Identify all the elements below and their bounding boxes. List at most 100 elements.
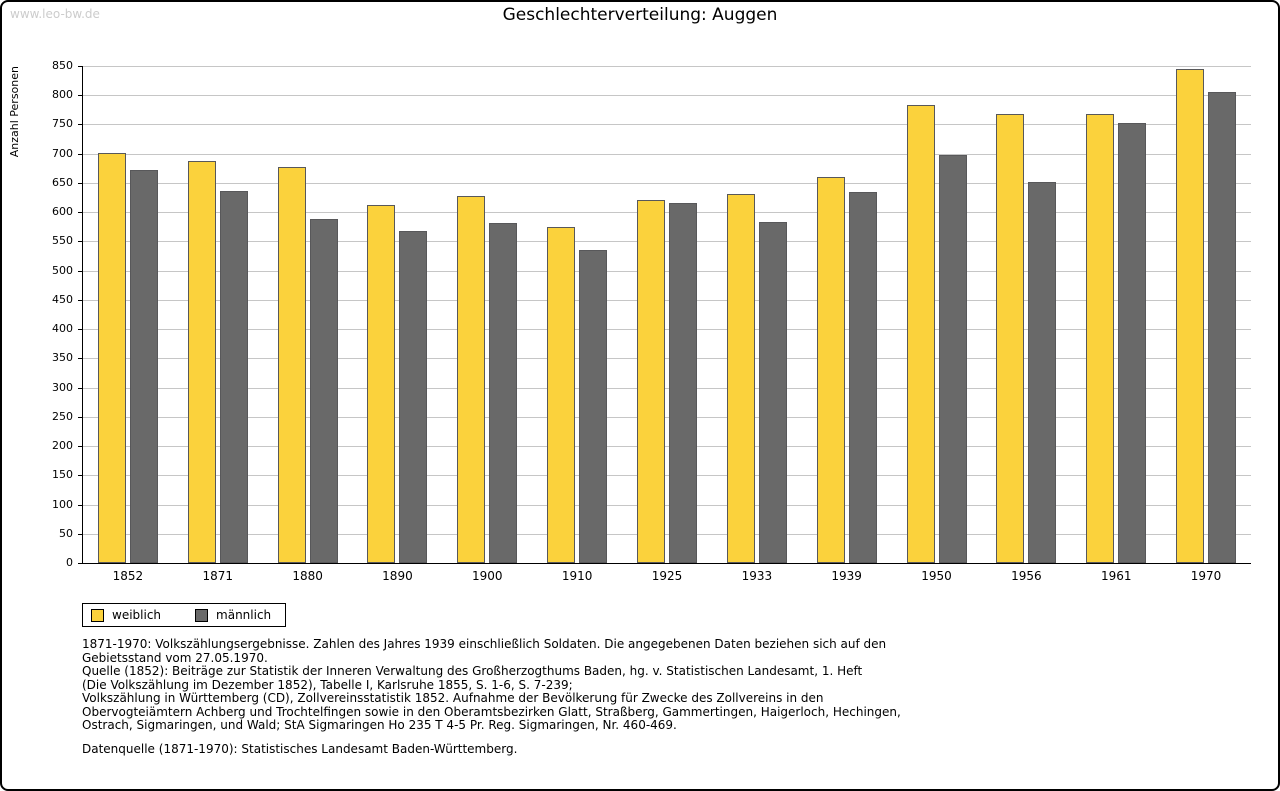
maennlich-bar-1900 [489,223,518,563]
source-notes: 1871-1970: Volkszählungsergebnisse. Zahl… [82,637,901,732]
x-tick-label-1852: 1852 [112,569,144,583]
gridline-350 [83,358,1251,360]
y-tick-mark-100 [78,504,83,506]
y-tick-mark-0 [78,563,83,564]
legend: weiblich männlich [82,603,287,627]
legend-item-weiblich: weiblich [91,608,161,622]
gridline-800 [83,95,1251,97]
weiblich-bar-1956 [996,113,1025,563]
y-tick-label-750: 750 [52,117,73,131]
weiblich-bar-1950 [906,105,935,563]
gridline-250 [83,416,1251,418]
gridline-50 [83,533,1251,535]
y-tick-mark-500 [78,270,83,272]
weiblich-bar-1925 [637,200,665,563]
y-tick-label-450: 450 [52,292,73,306]
y-tick-mark-250 [78,416,83,418]
y-tick-label-400: 400 [52,322,73,336]
gridline-850 [83,66,1251,67]
y-tick-label-350: 350 [52,351,73,365]
x-tick-label-1890: 1890 [382,569,413,583]
legend-label-maennlich: männlich [216,608,272,622]
y-tick-label-250: 250 [52,409,73,423]
legend-label-weiblich: weiblich [112,608,162,622]
y-tick-mark-300 [78,387,83,389]
gridline-500 [83,270,1251,272]
y-axis-label: Anzahl Personen [8,66,21,158]
x-tick-label-1956: 1956 [1011,569,1042,583]
x-tick-label-1970: 1970 [1190,569,1222,583]
weiblich-bar-1933 [726,194,755,563]
gridline-300 [83,387,1251,389]
gridline-550 [83,241,1251,243]
gridline-450 [83,299,1251,301]
y-tick-label-550: 550 [52,234,73,248]
x-tick-label-1900: 1900 [472,569,503,583]
x-tick-label-1933: 1933 [741,569,773,583]
y-tick-label-700: 700 [52,146,73,160]
y-tick-label-50: 50 [59,526,73,540]
gridline-600 [83,212,1251,214]
y-tick-label-100: 100 [52,497,73,511]
weiblich-bar-1910 [547,226,576,563]
x-tick-label-1880: 1880 [292,569,323,583]
gridline-750 [83,124,1251,126]
weiblich-bar-1970 [1176,68,1205,563]
y-tick-label-800: 800 [52,88,73,102]
maennlich-bar-1961 [1118,123,1147,563]
y-tick-label-0: 0 [66,556,73,569]
gridline-400 [83,329,1251,331]
gridline-700 [83,153,1251,155]
chart-title: Geschlechterverteilung: Auggen [502,5,778,25]
y-tick-label-600: 600 [52,205,73,219]
weiblich-bar-1961 [1086,113,1115,563]
y-tick-mark-850 [78,66,83,67]
maennlich-bar-1950 [938,155,967,563]
y-tick-mark-450 [78,299,83,301]
gridline-200 [83,446,1251,448]
maennlich-bar-1880 [309,218,338,563]
y-tick-mark-50 [78,533,83,535]
y-tick-mark-200 [78,446,83,448]
weiblich-bar-1871 [187,160,216,563]
data-source-note: Datenquelle (1871-1970): Statistisches L… [82,742,518,756]
y-tick-label-650: 650 [52,175,73,189]
weiblich-bar-1900 [457,195,486,563]
y-tick-mark-350 [78,358,83,360]
y-tick-mark-700 [78,153,83,155]
y-tick-mark-550 [78,241,83,243]
x-tick-label-1950: 1950 [921,569,952,583]
weiblich-bar-1852 [97,153,126,563]
plot-area: 0 50 100 150 200 250 300 350 400 450 500 550 600 650 7… [52,60,1251,583]
weiblich-bar-1880 [277,167,306,563]
gridline-150 [83,475,1251,477]
maennlich-bar-1970 [1208,92,1237,563]
y-tick-label-300: 300 [52,380,73,394]
maennlich-bar-1933 [758,221,787,563]
x-tick-label-1925: 1925 [651,569,683,583]
y-tick-label-150: 150 [52,468,73,482]
maennlich-bar-1939 [848,191,877,563]
x-tick-label-1961: 1961 [1100,569,1132,583]
y-tick-mark-600 [78,212,83,214]
gridline-650 [83,182,1251,184]
maennlich-bar-1852 [129,170,158,563]
maennlich-bar-1910 [579,249,608,563]
y-tick-label-200: 200 [52,439,73,453]
x-tick-label-1910: 1910 [561,569,593,583]
watermark: www.leo-bw.de [10,7,100,21]
y-tick-label-850: 850 [52,59,73,72]
y-tick-mark-650 [78,182,83,184]
maennlich-bar-1890 [399,230,428,563]
y-tick-mark-150 [78,475,83,477]
maennlich-swatch [195,608,209,622]
gridline-100 [83,504,1251,506]
maennlich-bar-1925 [669,202,697,563]
legend-item-maennlich: männlich [195,608,271,622]
maennlich-bar-1871 [219,191,248,563]
weiblich-bar-1890 [367,204,396,563]
weiblich-bar-1939 [816,177,845,563]
weiblich-swatch [91,608,104,622]
y-tick-label-500: 500 [52,263,73,277]
